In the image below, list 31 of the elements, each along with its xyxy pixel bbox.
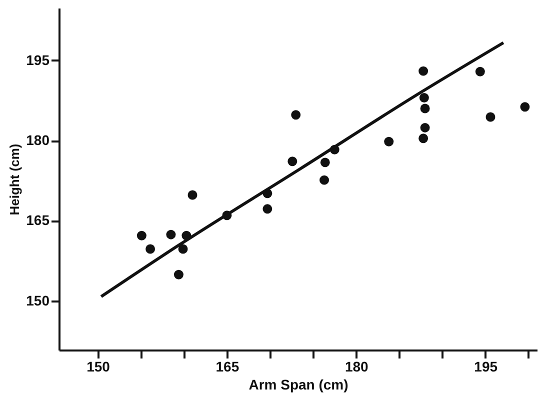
y-tick-label: 180 — [26, 132, 50, 148]
x-tick-label: 165 — [216, 358, 240, 374]
point — [320, 175, 330, 185]
point — [188, 190, 198, 200]
x-tick-label: 180 — [344, 358, 369, 374]
point — [262, 204, 272, 214]
point — [178, 244, 188, 254]
point — [384, 136, 394, 146]
point — [420, 104, 430, 114]
point — [288, 156, 298, 166]
y-tick-label: 150 — [26, 292, 50, 308]
y-axis-title: Height (cm) — [7, 144, 22, 216]
point — [418, 66, 428, 76]
point — [291, 110, 301, 120]
point — [520, 102, 530, 112]
point — [420, 122, 430, 132]
point — [419, 93, 429, 103]
y-tick-label: 165 — [26, 212, 50, 228]
point — [136, 230, 146, 240]
point — [320, 158, 330, 168]
point — [475, 66, 485, 76]
point — [166, 230, 176, 240]
point — [146, 244, 156, 254]
x-tick-label: 150 — [86, 358, 110, 374]
line-series — [100, 41, 505, 298]
point — [486, 112, 496, 122]
point — [174, 270, 184, 280]
point — [418, 134, 428, 144]
y-tick-label: 195 — [26, 52, 50, 68]
x-axis-title: Arm Span (cm) — [248, 376, 348, 392]
x-tick-label: 195 — [474, 358, 498, 374]
